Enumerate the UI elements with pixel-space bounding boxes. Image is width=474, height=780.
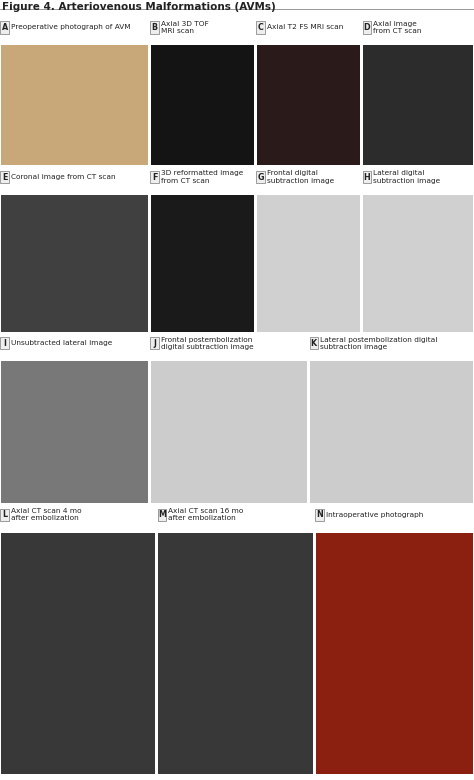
Text: 3D reformatted image
from CT scan: 3D reformatted image from CT scan: [161, 171, 243, 183]
Bar: [158, 533, 313, 774]
Text: Axial T2 FS MRI scan: Axial T2 FS MRI scan: [267, 24, 343, 30]
Text: J: J: [153, 339, 156, 348]
Bar: [1, 361, 148, 503]
FancyBboxPatch shape: [0, 171, 9, 183]
FancyBboxPatch shape: [315, 509, 324, 521]
FancyBboxPatch shape: [150, 171, 159, 183]
FancyBboxPatch shape: [150, 337, 159, 349]
Text: Axial CT scan 4 mo
after embolization: Axial CT scan 4 mo after embolization: [11, 509, 82, 521]
Text: K: K: [311, 339, 317, 348]
Text: Lateral postembolization digital
subtraction image: Lateral postembolization digital subtrac…: [320, 337, 438, 349]
Bar: [151, 195, 254, 332]
Bar: [363, 195, 473, 332]
Bar: [310, 361, 473, 503]
Text: Coronal image from CT scan: Coronal image from CT scan: [11, 174, 116, 180]
Bar: [316, 533, 473, 774]
Bar: [257, 45, 360, 165]
FancyBboxPatch shape: [363, 171, 371, 183]
Bar: [1, 45, 148, 165]
FancyBboxPatch shape: [158, 509, 166, 521]
Text: Axial image
from CT scan: Axial image from CT scan: [373, 21, 421, 34]
Text: Axial CT scan 16 mo
after embolization: Axial CT scan 16 mo after embolization: [168, 509, 244, 521]
Bar: [151, 361, 307, 503]
Bar: [363, 45, 473, 165]
Text: B: B: [152, 23, 157, 32]
FancyBboxPatch shape: [363, 21, 371, 34]
FancyBboxPatch shape: [256, 171, 265, 183]
Text: E: E: [2, 172, 8, 182]
Text: Preoperative photograph of AVM: Preoperative photograph of AVM: [11, 24, 130, 30]
Text: F: F: [152, 172, 157, 182]
FancyBboxPatch shape: [310, 337, 318, 349]
FancyBboxPatch shape: [0, 509, 9, 521]
Text: Lateral digital
subtraction image: Lateral digital subtraction image: [373, 171, 440, 183]
Text: N: N: [316, 510, 323, 519]
Text: H: H: [364, 172, 370, 182]
Text: L: L: [2, 510, 7, 519]
FancyBboxPatch shape: [0, 21, 9, 34]
FancyBboxPatch shape: [150, 21, 159, 34]
Text: M: M: [158, 510, 166, 519]
Text: Figure 4. Arteriovenous Malformations (AVMs): Figure 4. Arteriovenous Malformations (A…: [2, 2, 276, 12]
Text: Frontal postembolization
digital subtraction image: Frontal postembolization digital subtrac…: [161, 337, 253, 349]
FancyBboxPatch shape: [0, 337, 9, 349]
Text: A: A: [1, 23, 8, 32]
Bar: [257, 195, 360, 332]
Text: Unsubtracted lateral image: Unsubtracted lateral image: [11, 340, 112, 346]
Text: I: I: [3, 339, 6, 348]
Text: D: D: [364, 23, 370, 32]
Text: Axial 3D TOF
MRI scan: Axial 3D TOF MRI scan: [161, 21, 209, 34]
FancyBboxPatch shape: [256, 21, 265, 34]
Bar: [151, 45, 254, 165]
Text: G: G: [257, 172, 264, 182]
Text: Frontal digital
subtraction image: Frontal digital subtraction image: [267, 171, 334, 183]
Bar: [1, 533, 155, 774]
Bar: [1, 195, 148, 332]
Text: C: C: [258, 23, 264, 32]
Text: Intraoperative photograph: Intraoperative photograph: [326, 512, 423, 518]
